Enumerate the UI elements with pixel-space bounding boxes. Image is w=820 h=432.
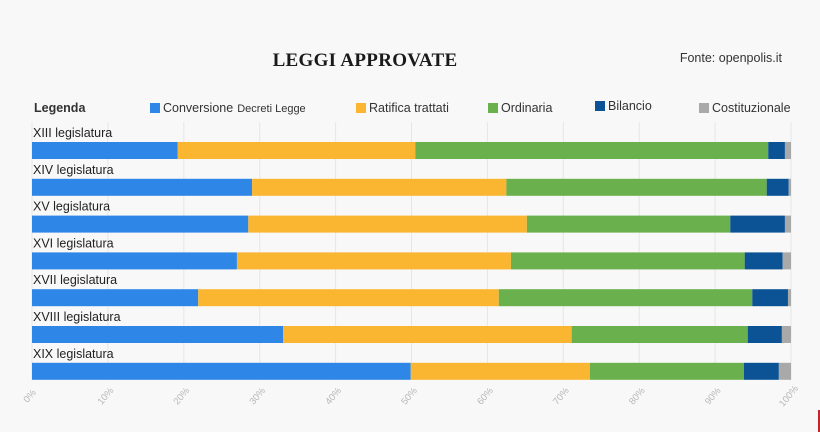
- legend-label: Conversione: [163, 101, 234, 115]
- chart-title: LEGGI APPROVATE: [272, 50, 458, 71]
- bar-segment: [506, 178, 767, 196]
- bar-segment: [177, 142, 416, 159]
- category-label: XIX legislatura: [33, 347, 114, 361]
- bar-segment: [752, 289, 788, 307]
- edge-marker: [818, 410, 820, 432]
- bar-segment: [744, 252, 783, 270]
- bar-segment: [743, 362, 779, 380]
- legend-sublabel: Decreti Legge: [237, 103, 306, 115]
- bar-segment: [730, 215, 785, 233]
- legend-swatch: [699, 103, 709, 113]
- x-tick-label: 100%: [777, 383, 801, 409]
- bar-segment: [198, 289, 499, 307]
- bar-segment: [32, 326, 284, 343]
- legend-label: Ordinaria: [501, 101, 553, 115]
- bar-segment: [32, 215, 249, 233]
- legend-swatch: [595, 101, 605, 111]
- bar-segment: [32, 142, 178, 159]
- legend-title: Legenda: [34, 101, 86, 115]
- x-tick-label: 50%: [399, 385, 420, 407]
- legend: Legenda Conversione Decreti Legge Ratific…: [34, 99, 794, 119]
- x-tick-label: 40%: [323, 385, 344, 407]
- bar-segment: [526, 215, 731, 233]
- category-label: XVIII legislatura: [33, 310, 121, 324]
- x-tick-label: 10%: [96, 385, 117, 407]
- bar-segment: [415, 142, 769, 159]
- legend-label: Costituzionale: [712, 101, 791, 115]
- x-tick-label: 90%: [703, 385, 724, 407]
- bar-segment: [782, 252, 791, 270]
- bar-segment: [252, 178, 507, 196]
- category-label: XVII legislatura: [33, 273, 117, 287]
- category-label: XVI legislatura: [33, 236, 114, 250]
- legend-swatch: [150, 103, 160, 113]
- bar-segment: [410, 362, 590, 380]
- bar-segment: [788, 178, 791, 196]
- bar-segment: [283, 326, 572, 343]
- bar-segment: [236, 252, 511, 270]
- bar-segment: [498, 289, 753, 307]
- source-label: Fonte: openpolis.it: [679, 51, 782, 65]
- x-tick-label: 0%: [21, 387, 39, 405]
- x-tick-label: 70%: [551, 385, 572, 407]
- bar-segment: [784, 215, 791, 233]
- bar-segment: [781, 326, 791, 343]
- category-label: XV legislatura: [33, 200, 110, 214]
- legend-item-ratifica: Ratifica trattati: [356, 101, 449, 115]
- legend-item-conversione: Conversione Decreti Legge: [150, 101, 306, 115]
- bar-segment: [766, 178, 789, 196]
- bar-segment: [571, 326, 748, 343]
- legend-item-ordinaria: Ordinaria: [488, 101, 552, 115]
- bar-segment: [32, 178, 253, 196]
- legend-item-costituzionale: Costituzionale: [699, 101, 791, 115]
- bar-segment: [784, 142, 791, 159]
- bar-segment: [787, 289, 791, 307]
- bar-segment: [510, 252, 745, 270]
- bar-segment: [32, 362, 411, 380]
- x-tick-label: 60%: [475, 385, 496, 407]
- x-tick-label: 30%: [247, 385, 268, 407]
- x-tick-label: 20%: [172, 385, 193, 407]
- bar-segment: [778, 362, 791, 380]
- bar-segment: [589, 362, 744, 380]
- legend-swatch: [356, 103, 366, 113]
- bar-segment: [32, 289, 199, 307]
- bar-segment: [768, 142, 785, 159]
- legend-label: Bilancio: [608, 99, 652, 113]
- bar-segment: [747, 326, 782, 343]
- category-label: XIII legislatura: [33, 126, 112, 140]
- bar-segment: [248, 215, 527, 233]
- category-label: XIV legislatura: [33, 163, 114, 177]
- legend-label: Ratifica trattati: [369, 101, 449, 115]
- x-tick-label: 80%: [627, 385, 648, 407]
- bar-segment: [32, 252, 237, 270]
- legend-swatch: [488, 103, 498, 113]
- legend-item-bilancio: Bilancio: [595, 99, 652, 113]
